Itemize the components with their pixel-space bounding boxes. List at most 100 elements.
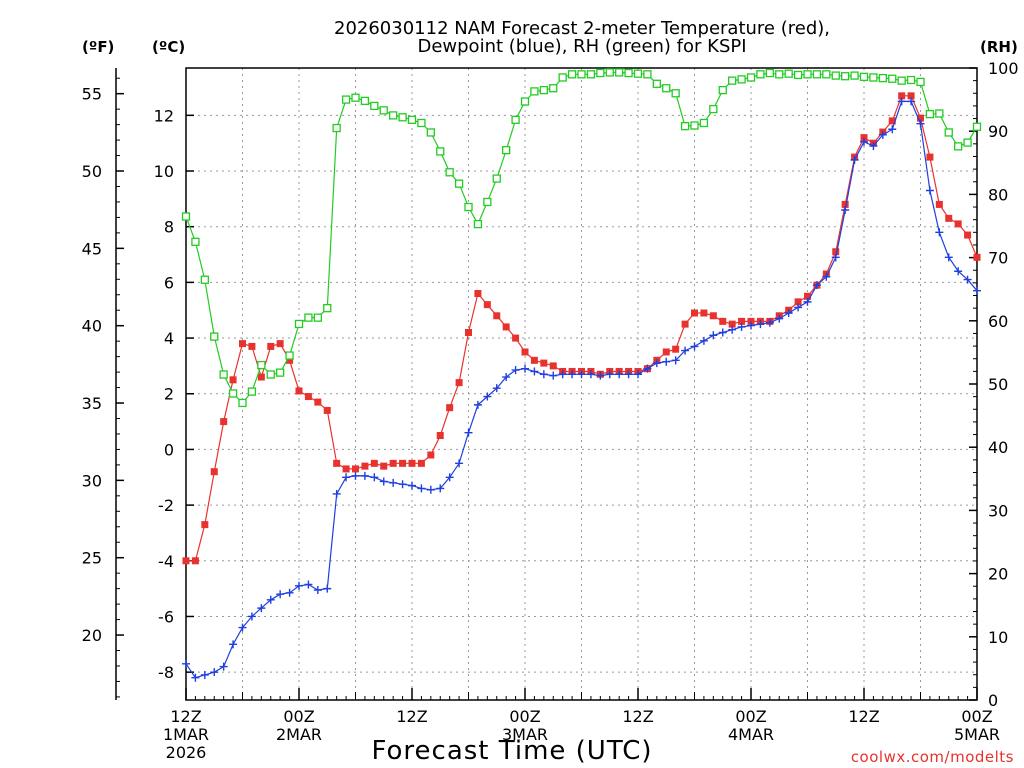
rh-point <box>577 70 586 79</box>
dewpoint-point <box>812 281 821 290</box>
rh-tick-label: 70 <box>988 249 1008 268</box>
rh-tick-label: 40 <box>988 438 1008 457</box>
rh-point <box>200 275 209 284</box>
celsius-tick-label: -4 <box>158 552 174 571</box>
dewpoint-point <box>219 662 228 671</box>
rh-point <box>878 73 887 83</box>
temperature-point <box>286 356 294 364</box>
temperature-point <box>380 462 388 470</box>
temperature-point <box>832 248 840 256</box>
rh-point <box>520 97 530 106</box>
dewpoint-point <box>803 297 812 306</box>
rh-point <box>822 70 831 79</box>
rh-point <box>841 72 850 81</box>
dewpoint-point <box>643 364 652 373</box>
dewpoint-point <box>549 371 558 380</box>
temperature-point <box>860 134 868 142</box>
dewpoint-point <box>860 137 868 146</box>
temperature-point <box>446 404 454 412</box>
time-tick-label: 3MAR <box>502 725 548 744</box>
chart-title: 2026030112 NAM Forecast 2-meter Temperat… <box>334 18 830 57</box>
temperature-point <box>267 342 275 350</box>
celsius-tick-label: 8 <box>164 218 174 237</box>
rh-point <box>756 70 765 79</box>
rh-point <box>511 115 520 124</box>
dewpoint-point <box>285 588 294 597</box>
temperature-point <box>964 231 972 239</box>
rh-tick-label: 60 <box>988 312 1008 331</box>
time-tick-label: 4MAR <box>728 725 774 744</box>
rh-point <box>191 237 200 246</box>
dewpoint-point <box>398 480 407 489</box>
dewpoint-point <box>342 473 351 482</box>
dewpoint-point <box>878 130 887 139</box>
dewpoint-point <box>944 253 953 262</box>
dewpoint-point <box>831 253 840 262</box>
dewpoint-point <box>699 336 708 345</box>
fahrenheit-unit-label: (ºF) <box>82 38 114 56</box>
rh-point <box>210 332 219 341</box>
temperature-point <box>323 406 331 414</box>
temperature-point <box>370 459 378 467</box>
rh-point <box>549 84 558 93</box>
rh-point <box>624 68 633 78</box>
celsius-tick-label: -6 <box>158 607 174 626</box>
celsius-tick-label: 2 <box>164 385 174 404</box>
rh-point <box>473 219 483 229</box>
celsius-tick-label: 12 <box>154 106 174 125</box>
time-tick-label: 5MAR <box>954 725 1000 744</box>
celsius-tick-label: 10 <box>154 162 174 181</box>
rh-point <box>276 368 285 377</box>
rh-point <box>436 147 445 156</box>
rh-tick-label: 20 <box>988 565 1008 584</box>
temperature-point <box>719 317 727 325</box>
dewpoint-point <box>775 314 784 323</box>
celsius-tick-label: 6 <box>164 273 174 292</box>
rh-point <box>407 115 417 124</box>
dewpoint-point <box>229 640 238 649</box>
time-tick-label: 00Z <box>961 707 992 726</box>
dewpoint-point <box>747 321 755 330</box>
rh-point <box>944 128 953 137</box>
rh-tick-label: 0 <box>988 691 998 710</box>
temperature-point <box>747 317 755 325</box>
time-tick-label: 00Z <box>283 707 314 726</box>
temperature-point <box>709 312 717 320</box>
rh-point <box>728 76 737 85</box>
temperature-point <box>210 468 218 476</box>
rh-point <box>897 76 906 85</box>
temperature-point <box>898 92 906 100</box>
rh-point <box>454 179 464 188</box>
rh-point <box>925 109 935 119</box>
rh-point <box>680 121 690 131</box>
rh-point <box>228 389 238 398</box>
temperature-point <box>681 320 689 328</box>
rh-point <box>539 85 548 95</box>
fahrenheit-tick-label: 45 <box>82 239 102 258</box>
dewpoint-point <box>765 318 774 327</box>
temperature-point <box>399 459 407 467</box>
dewpoint-point <box>916 119 925 128</box>
rh-point <box>530 87 539 96</box>
dewpoint-series <box>182 97 981 682</box>
temperature-point <box>493 312 501 320</box>
temperature-point <box>954 220 962 228</box>
temperature-point <box>794 298 802 306</box>
temperature-point <box>521 348 529 356</box>
dewpoint-point <box>483 392 492 401</box>
dewpoint-point <box>671 356 680 365</box>
rh-point <box>417 118 426 128</box>
dewpoint-point <box>718 328 727 337</box>
rh-point <box>351 93 360 102</box>
rh-point <box>445 168 454 177</box>
temperature-point <box>691 309 698 317</box>
rh-point <box>426 128 435 137</box>
dewpoint-point <box>690 342 699 351</box>
dewpoint-point <box>511 366 520 375</box>
dewpoint-point <box>530 367 539 376</box>
rh-series <box>181 68 982 408</box>
rh-point <box>888 74 897 83</box>
temperature-point <box>804 292 811 300</box>
rh-point <box>633 69 643 78</box>
rh-point <box>765 68 774 78</box>
